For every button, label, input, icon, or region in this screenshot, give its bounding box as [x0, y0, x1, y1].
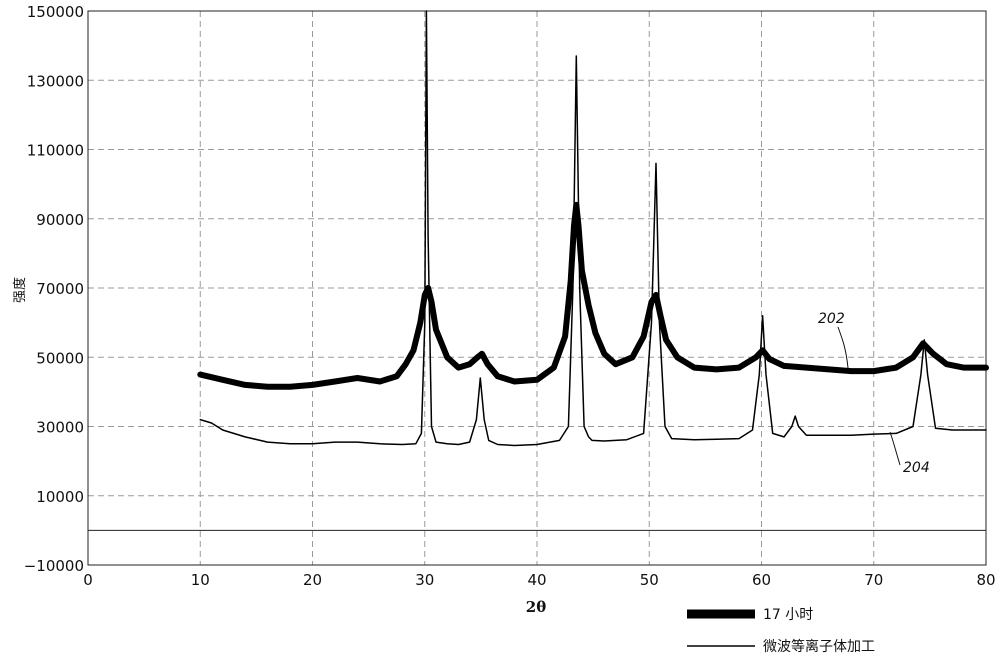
x-axis-label: 2θ — [526, 598, 546, 616]
callout-204: 204 — [903, 460, 930, 476]
x-tick-label-0: 0 — [83, 571, 93, 589]
y-tick-label-5: 50000 — [36, 349, 84, 367]
callouts: 202 204 — [818, 311, 930, 476]
x-tick-label-4: 40 — [527, 571, 546, 589]
y-tick-label-8: −10000 — [24, 557, 84, 575]
callout-204-leader — [889, 431, 901, 466]
legend-item-17h: 17 小时 — [687, 607, 813, 623]
y-tick-label-6: 30000 — [36, 419, 84, 437]
legend-label-microwave: 微波等离子体加工 — [763, 638, 875, 655]
grid — [88, 11, 986, 565]
legend-label-17h: 17 小时 — [763, 607, 813, 623]
legend-item-microwave: 微波等离子体加工 — [687, 638, 875, 655]
series-line-204 — [199, 10, 987, 447]
x-tick-label-7: 70 — [864, 571, 883, 589]
y-tick-labels: 150000 130000 110000 90000 70000 50000 30000 10… — [24, 3, 84, 575]
y-tick-label-4: 70000 — [36, 280, 84, 298]
y-tick-label-2: 110000 — [27, 142, 84, 160]
x-tick-label-2: 20 — [303, 571, 322, 589]
callout-202: 202 — [818, 311, 845, 327]
y-tick-label-1: 130000 — [27, 72, 84, 90]
x-tick-label-1: 10 — [191, 571, 210, 589]
x-tick-label-6: 60 — [752, 571, 771, 589]
x-tick-label-8: 80 — [976, 571, 995, 589]
x-tick-label-5: 50 — [640, 571, 659, 589]
y-tick-label-3: 90000 — [36, 211, 84, 229]
series-layer — [197, 10, 989, 447]
y-tick-label-7: 10000 — [36, 488, 84, 506]
y-tick-label-0: 150000 — [27, 3, 84, 21]
x-tick-labels: 0 10 20 30 40 50 60 70 80 — [83, 571, 995, 589]
y-axis-label: 强度 — [12, 277, 28, 303]
legend: 17 小时 微波等离子体加工 — [687, 607, 875, 655]
x-tick-label-3: 30 — [415, 571, 434, 589]
series-line-202 — [197, 201, 989, 390]
plot-area — [87, 10, 987, 566]
callout-202-leader — [837, 326, 849, 369]
